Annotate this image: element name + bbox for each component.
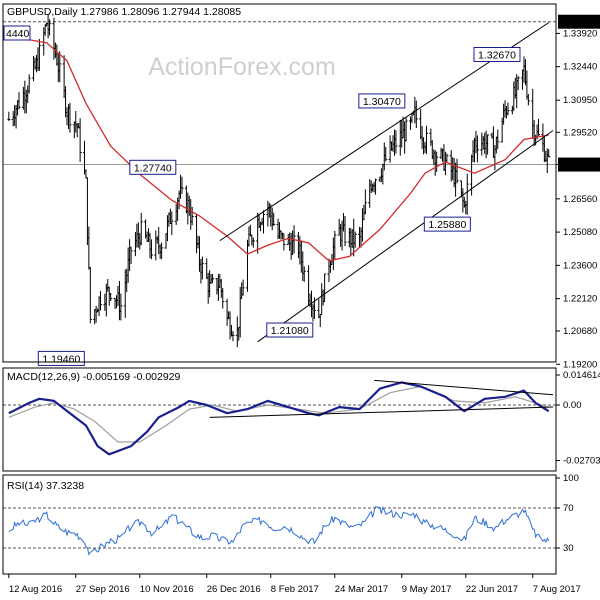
- x-tick-label: 12 Aug 2016: [9, 584, 62, 595]
- rsi-panel-title: RSI(14) 37.3238: [7, 480, 84, 492]
- price-annotation-label: 1.27740: [134, 162, 172, 174]
- price-annotation-label: 1.30470: [363, 96, 401, 108]
- axes-layer: 1.33920 1.32440 1.30950 1.29520 1.28085 1.265…: [2, 3, 600, 595]
- price-y-tick-label: 1.22120: [563, 294, 597, 305]
- price-annotation-label: 1.32670: [478, 50, 516, 62]
- x-tick-label: 24 Mar 2017: [335, 584, 388, 595]
- price-annotation-box: [473, 47, 521, 63]
- top-price-label: 1.34440: [561, 18, 595, 29]
- macd-panel-frame: [2, 367, 557, 472]
- current-price-box: [558, 157, 600, 172]
- macd-trendline-upper: [374, 379, 554, 396]
- price-y-tick-label: 1.20680: [563, 326, 597, 337]
- x-tick-label: 7 Aug 2017: [533, 584, 581, 595]
- top-price-box: [558, 14, 600, 29]
- x-tick-label: 10 Nov 2016: [140, 584, 194, 595]
- price-y-tick-label: 1.32440: [563, 62, 597, 73]
- x-tick-label: 22 Jun 2017: [466, 584, 518, 595]
- macd-line: [8, 381, 550, 456]
- lines-layer: [7, 14, 554, 556]
- macd-y-tick-label: 0.014614: [563, 370, 600, 381]
- price-y-tick-label: 1.30950: [563, 95, 597, 106]
- price-annotation-label: 1.21080: [271, 325, 309, 337]
- current-price-label: 1.28085: [561, 161, 595, 172]
- rsi-line: [8, 506, 550, 556]
- macd-trendline-lower: [209, 406, 554, 418]
- price-annotation-box: [129, 159, 177, 175]
- price-annotation-box: [266, 322, 314, 338]
- x-tick-label: 27 Sep 2016: [76, 584, 130, 595]
- top-left-label-box: [3, 25, 31, 41]
- moving-average-line: [8, 35, 549, 262]
- macd-panel-title: MACD(12,26,9) -0.005169 -0.002929: [7, 371, 181, 383]
- price-y-tick-label: 1.19200: [563, 359, 597, 370]
- rsi-y-tick-label: 30: [563, 543, 574, 554]
- price-y-tick-label: 1.29520: [563, 127, 597, 138]
- price-y-tick-label: 1.23600: [563, 260, 597, 271]
- price-y-tick-label: 1.26560: [563, 194, 597, 205]
- rsi-y-tick-label: 70: [563, 503, 574, 514]
- price-y-tick-label: 1.33920: [563, 28, 597, 39]
- price-annotation-label: 1.25880: [428, 219, 466, 231]
- top-left-label: 4440: [6, 28, 30, 40]
- x-tick-label: 26 Dec 2016: [207, 584, 261, 595]
- price-y-tick-label: 1.25080: [563, 227, 597, 238]
- price-panel-title: GBPUSD,Daily 1.27986 1.28096 1.27944 1.2…: [7, 6, 241, 18]
- price-annotation-box: [358, 93, 406, 109]
- price-annotation-box: [423, 216, 471, 232]
- price-panel-frame: [2, 3, 557, 363]
- x-tick-label: 8 Feb 2017: [271, 584, 319, 595]
- channel-lower-line: [257, 130, 554, 343]
- rsi-y-tick-label: 100: [563, 473, 579, 484]
- price-annotation-label: 1.19460: [42, 353, 80, 365]
- rsi-panel-frame: [2, 474, 557, 575]
- watermark: ActionForex.com: [148, 53, 336, 81]
- macd-y-tick-label: 0.00: [563, 400, 582, 411]
- x-tick-label: 9 May 2017: [402, 584, 452, 595]
